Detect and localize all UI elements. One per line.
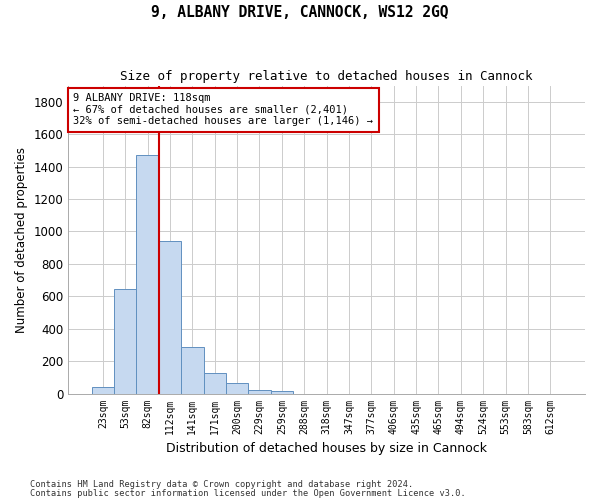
Title: Size of property relative to detached houses in Cannock: Size of property relative to detached ho… bbox=[121, 70, 533, 83]
Bar bbox=[159, 241, 181, 394]
Bar bbox=[92, 387, 114, 394]
Text: 9 ALBANY DRIVE: 118sqm
← 67% of detached houses are smaller (2,401)
32% of semi-: 9 ALBANY DRIVE: 118sqm ← 67% of detached… bbox=[73, 94, 373, 126]
Text: 9, ALBANY DRIVE, CANNOCK, WS12 2GQ: 9, ALBANY DRIVE, CANNOCK, WS12 2GQ bbox=[151, 5, 449, 20]
X-axis label: Distribution of detached houses by size in Cannock: Distribution of detached houses by size … bbox=[166, 442, 487, 455]
Bar bbox=[114, 288, 136, 394]
Y-axis label: Number of detached properties: Number of detached properties bbox=[15, 146, 28, 332]
Bar bbox=[203, 374, 226, 394]
Bar bbox=[271, 392, 293, 394]
Bar bbox=[181, 348, 203, 394]
Text: Contains HM Land Registry data © Crown copyright and database right 2024.: Contains HM Land Registry data © Crown c… bbox=[30, 480, 413, 489]
Bar bbox=[226, 384, 248, 394]
Bar bbox=[248, 390, 271, 394]
Text: Contains public sector information licensed under the Open Government Licence v3: Contains public sector information licen… bbox=[30, 488, 466, 498]
Bar bbox=[136, 154, 159, 394]
